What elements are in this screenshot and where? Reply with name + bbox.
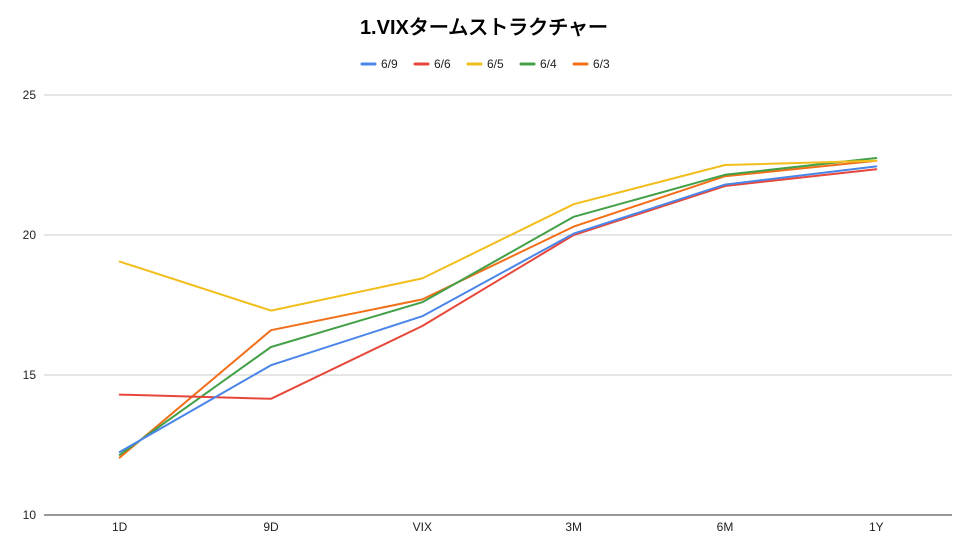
legend-item[interactable]: 6/6 [413, 57, 451, 71]
x-tick-label: 3M [565, 520, 582, 534]
legend-label: 6/5 [487, 57, 504, 71]
series-line-6-4 [118, 157, 878, 456]
legend: 6/9 6/6 6/5 6/4 6/3 [360, 57, 610, 71]
x-tick-label: 1D [112, 520, 128, 534]
y-axis-ticks: 10 15 20 25 [23, 88, 37, 522]
y-tick-label: 25 [23, 88, 37, 102]
legend-item[interactable]: 6/3 [572, 57, 610, 71]
x-tick-label: 1Y [869, 520, 884, 534]
legend-item[interactable]: 6/4 [519, 57, 557, 71]
x-tick-label: 9D [263, 520, 279, 534]
legend-label: 6/4 [540, 57, 557, 71]
x-tick-label: 6M [717, 520, 734, 534]
x-axis-ticks: 1D 9D VIX 3M 6M 1Y [112, 520, 884, 534]
legend-label: 6/9 [381, 57, 398, 71]
legend-label: 6/3 [593, 57, 610, 71]
series-line-6-3 [118, 159, 878, 459]
series-lines [118, 157, 878, 459]
x-tick-label: VIX [413, 520, 432, 534]
series-line-6-5 [118, 159, 878, 312]
y-tick-label: 15 [23, 368, 37, 382]
gridlines [44, 94, 952, 516]
legend-label: 6/6 [434, 57, 451, 71]
legend-item[interactable]: 6/5 [466, 57, 504, 71]
y-tick-label: 10 [23, 508, 37, 522]
series-line-6-9 [118, 165, 878, 453]
legend-item[interactable]: 6/9 [360, 57, 398, 71]
series-line-6-6 [118, 168, 878, 400]
chart-title: 1.VIXタームストラクチャー [360, 16, 608, 39]
y-tick-label: 20 [23, 228, 37, 242]
